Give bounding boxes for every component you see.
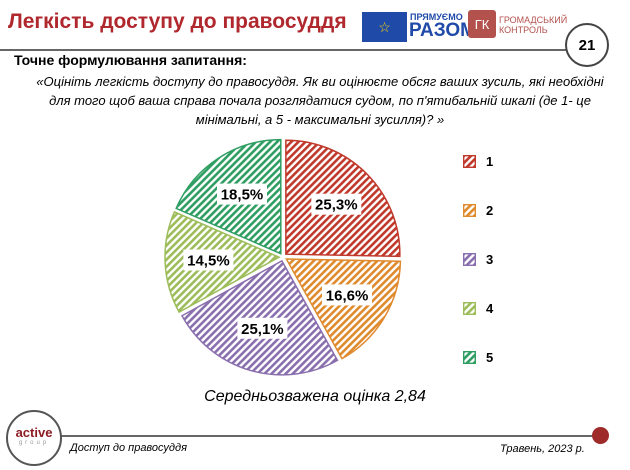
gk-logo-text: ГРОМАДСЬКИЙ	[499, 15, 568, 25]
data-label: 25,1%	[241, 321, 284, 338]
legend-item-2: 2	[463, 203, 493, 218]
razom-logo-small: ПРЯМУЄМО	[410, 12, 463, 22]
legend-label: 4	[486, 301, 494, 316]
razom-logo: РАЗОМ	[409, 20, 476, 41]
eu-flag-logo: ☆	[362, 12, 407, 42]
data-label: 16,6%	[326, 287, 369, 304]
logo-subtext: group	[18, 440, 50, 446]
legend-swatch	[463, 204, 476, 217]
data-label-bg	[322, 284, 373, 306]
legend-label: 3	[486, 252, 494, 267]
data-label: 14,5%	[187, 253, 230, 270]
data-label-bg	[216, 183, 267, 205]
data-label-bg	[237, 317, 288, 339]
footer-topic: Доступ до правосуддя	[70, 442, 187, 454]
data-label: 18,5%	[221, 187, 264, 204]
legend-swatch	[463, 302, 476, 315]
data-label-bg	[311, 193, 362, 215]
logo-text: active	[15, 425, 53, 440]
legend-swatch	[463, 155, 476, 168]
data-label: 25,3%	[315, 197, 358, 214]
legend-label: 1	[486, 154, 494, 169]
legend-label: 2	[486, 203, 494, 218]
average-score: Середньозважена оцінка 2,84	[204, 388, 426, 405]
question-heading: Точне формулювання запитання:	[14, 52, 247, 68]
divider	[0, 49, 570, 51]
active-group-logo: active group	[6, 410, 62, 466]
page-number: 21	[565, 23, 609, 67]
divider	[60, 435, 600, 437]
gk-logo-text: КОНТРОЛЬ	[499, 25, 548, 35]
legend-item-1: 1	[463, 154, 493, 169]
data-label-bg	[183, 249, 234, 271]
question-text: «Оцініть легкість доступу до правосуддя.…	[36, 74, 604, 127]
gk-logo: ГК	[468, 10, 496, 38]
legend-item-5: 5	[463, 350, 493, 365]
legend-label: 5	[486, 350, 494, 365]
footer-date: Травень, 2023 р.	[500, 443, 585, 455]
pie-slice-2	[285, 258, 402, 360]
legend-item-3: 3	[463, 252, 493, 267]
legend-swatch	[463, 253, 476, 266]
decorative-dot	[592, 427, 609, 444]
legend-item-4: 4	[463, 301, 493, 316]
page-title: Легкість доступу до правосуддя	[8, 10, 347, 33]
legend-swatch	[463, 351, 476, 364]
